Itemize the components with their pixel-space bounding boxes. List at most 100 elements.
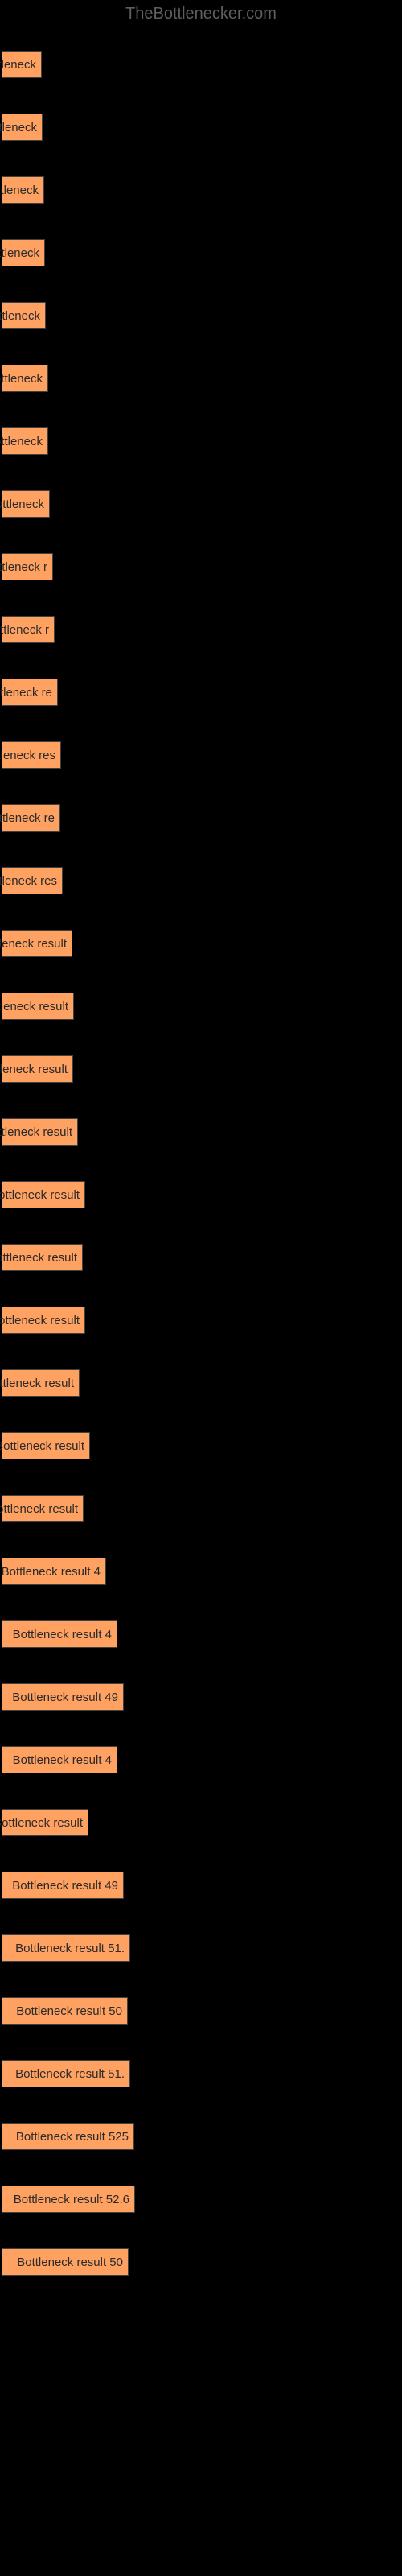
bar: Bottleneck result: [2, 1307, 85, 1334]
bar-row: Bottleneck result: [2, 914, 402, 957]
bar-label: Bottleneck result: [0, 1439, 84, 1453]
bar-row: Bottleneck result: [2, 1290, 402, 1334]
bar-track: Bottleneck result: [2, 930, 402, 957]
bar-label: Bottleneck result 52.6: [14, 2193, 129, 2207]
bar-row: Bottleneck res: [2, 725, 402, 769]
bar-row: Bottleneck result 51.: [2, 1918, 402, 1962]
bar-label: Bottleneck: [0, 497, 44, 511]
bar-label-spacer: [2, 35, 402, 51]
bar-label: Bottleneck result: [0, 1063, 68, 1076]
bar-row: Bottleneck result 4: [2, 1604, 402, 1648]
bar-label-spacer: [2, 160, 402, 176]
bar-row: Bottleneck result 525: [2, 2107, 402, 2150]
bar-label: Bottleneck result 525: [16, 2130, 129, 2144]
bar-label: Bottleneck r: [0, 560, 47, 574]
bar-track: Bottleneck: [2, 239, 402, 266]
bar: Bottleneck: [2, 51, 42, 78]
bar-label-spacer: [2, 1165, 402, 1181]
bar-track: Bottleneck result: [2, 1369, 402, 1397]
bar-label: Bottleneck result: [0, 1314, 80, 1327]
bar-row: Bottleneck result: [2, 1479, 402, 1522]
bar: Bottleneck r: [2, 553, 53, 580]
bar-label: Bottleneck result 4: [13, 1628, 112, 1641]
bar-label-spacer: [2, 537, 402, 553]
bar-label-spacer: [2, 1039, 402, 1055]
bar: Bottleneck result 51.: [2, 1934, 130, 1962]
bar: Bottleneck result 50: [2, 1997, 128, 2025]
bar-row: Bottleneck result: [2, 1416, 402, 1459]
bar: Bottleneck result 52.6: [2, 2186, 135, 2213]
bar-row: Bottleneck: [2, 97, 402, 141]
bar-row: Bottleneck result: [2, 1039, 402, 1083]
bar-row: Bottleneck: [2, 411, 402, 455]
bar: Bottleneck result: [2, 1809, 88, 1836]
bar-label-spacer: [2, 1416, 402, 1432]
bar-row: Bottleneck: [2, 35, 402, 78]
bar-row: Bottleneck: [2, 349, 402, 392]
bar-label-spacer: [2, 1542, 402, 1558]
bar-track: Bottleneck result: [2, 1181, 402, 1208]
bar-label-spacer: [2, 1102, 402, 1118]
bar: Bottleneck result 4: [2, 1746, 117, 1773]
bar-track: Bottleneck result: [2, 1118, 402, 1146]
bar-track: Bottleneck result: [2, 1495, 402, 1522]
bar: Bottleneck result: [2, 1244, 83, 1271]
bar-track: Bottleneck result 4: [2, 1558, 402, 1585]
bar-row: Bottleneck res: [2, 851, 402, 894]
bar-track: Bottleneck: [2, 427, 402, 455]
bar-track: Bottleneck result 50: [2, 2248, 402, 2276]
bar-row: Bottleneck result 49: [2, 1856, 402, 1899]
bar-label-spacer: [2, 2044, 402, 2060]
bar-label-spacer: [2, 976, 402, 993]
bar-track: Bottleneck result 525: [2, 2123, 402, 2150]
bar: Bottleneck result 49: [2, 1872, 124, 1899]
bar: Bottleneck result 4: [2, 1558, 106, 1585]
bar-row: Bottleneck result 51.: [2, 2044, 402, 2087]
bar: Bottleneck: [2, 176, 44, 204]
bar-track: Bottleneck result 51.: [2, 1934, 402, 1962]
bar-track: Bottleneck re: [2, 679, 402, 706]
bar-label: Bottleneck: [0, 435, 43, 448]
bar-track: Bottleneck result: [2, 1055, 402, 1083]
bar: Bottleneck result: [2, 1055, 73, 1083]
bar: Bottleneck re: [2, 679, 58, 706]
bar-label-spacer: [2, 1290, 402, 1307]
bar-row: Bottleneck r: [2, 537, 402, 580]
bar-row: Bottleneck: [2, 474, 402, 518]
bottleneck-bar-chart: Bottleneck Bottleneck Bottleneck Bottleneck…: [0, 35, 402, 2276]
bar-label: Bottleneck re: [0, 686, 52, 700]
bar-track: Bottleneck r: [2, 616, 402, 643]
bar-label: Bottleneck result: [0, 1251, 77, 1265]
bar-label: Bottleneck re: [0, 811, 55, 825]
bar: Bottleneck result: [2, 1369, 80, 1397]
bar-row: Bottleneck result 49: [2, 1667, 402, 1711]
bar-label: Bottleneck result: [0, 1816, 83, 1830]
bar-label: Bottleneck: [0, 58, 36, 72]
bar: Bottleneck res: [2, 867, 63, 894]
bar-label: Bottleneck: [0, 246, 39, 260]
bar-label-spacer: [2, 349, 402, 365]
bar-row: Bottleneck result 52.6: [2, 2169, 402, 2213]
bar-label-spacer: [2, 1353, 402, 1369]
bar-row: Bottleneck re: [2, 788, 402, 832]
bar-label-spacer: [2, 474, 402, 490]
bar-track: Bottleneck: [2, 51, 402, 78]
bar-label: Bottleneck result 51.: [15, 1942, 125, 1955]
bar: Bottleneck result: [2, 993, 74, 1020]
bar: Bottleneck result: [2, 1118, 78, 1146]
bar-row: Bottleneck result 4: [2, 1730, 402, 1773]
bar: Bottleneck r: [2, 616, 55, 643]
bar-track: Bottleneck result: [2, 1809, 402, 1836]
bar: Bottleneck: [2, 239, 45, 266]
bar-label: Bottleneck res: [0, 874, 57, 888]
bar-row: Bottleneck: [2, 286, 402, 329]
bar-label-spacer: [2, 1793, 402, 1809]
bar-label-spacer: [2, 1479, 402, 1495]
bar-track: Bottleneck: [2, 302, 402, 329]
bar-label: Bottleneck result: [0, 1188, 80, 1202]
site-title: TheBottlenecker.com: [125, 5, 277, 23]
bar-label-spacer: [2, 1730, 402, 1746]
bar: Bottleneck result 51.: [2, 2060, 130, 2087]
bar-label: Bottleneck result 50: [16, 2004, 122, 2018]
bar-label: Bottleneck result 4: [2, 1565, 100, 1579]
